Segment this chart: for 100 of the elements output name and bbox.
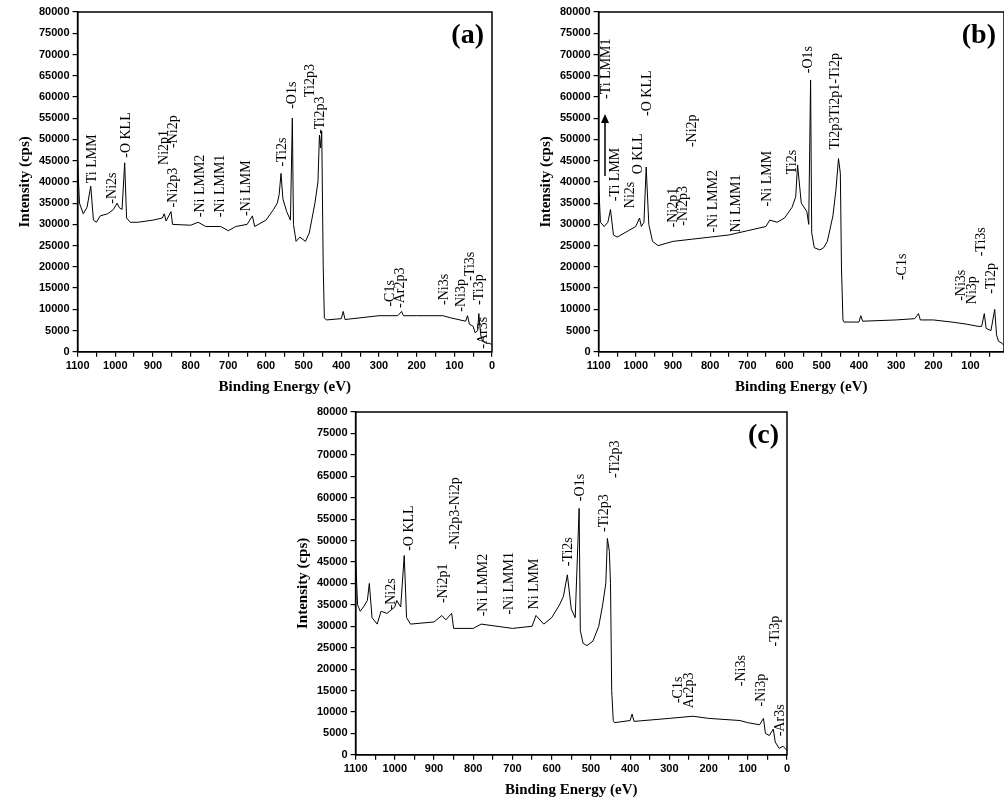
annotation: -O KLL <box>401 505 417 551</box>
y-tick-label: 30000 <box>316 619 348 632</box>
annotation: -Ni LMM2 <box>704 169 720 233</box>
x-axis-title: Binding Energy (eV) <box>735 377 868 395</box>
y-tick-label: 60000 <box>559 89 591 102</box>
y-tick-label: 35000 <box>559 196 591 209</box>
y-tick-label: 40000 <box>38 174 70 187</box>
y-tick-label: 25000 <box>316 640 348 653</box>
annotation: -Ni LMM2 <box>191 154 207 218</box>
y-tick-label: 60000 <box>38 89 70 102</box>
y-tick-label: 0 <box>341 747 348 760</box>
x-tick-label: 700 <box>738 359 757 372</box>
annotation: -O KLL <box>118 112 134 158</box>
annotation: Ni LMM <box>525 557 541 610</box>
annotation: -Ni2p3 <box>165 167 181 208</box>
x-tick-label: 400 <box>849 359 869 372</box>
y-tick-label: 10000 <box>38 302 70 315</box>
annotation: Ti2p3 <box>301 64 317 97</box>
y-axis-title: Intensity (cps) <box>293 537 311 630</box>
annotation: -Ti2p <box>982 263 998 294</box>
y-tick-label: 5000 <box>45 323 70 336</box>
y-tick-label: 35000 <box>316 597 348 610</box>
x-axis-title: Binding Energy (eV) <box>218 377 352 395</box>
x-tick-label: 1000 <box>623 359 649 372</box>
x-tick-label: 500 <box>581 762 601 775</box>
y-tick-label: 65000 <box>316 469 348 482</box>
x-tick-label: 100 <box>961 359 980 372</box>
x-tick-label: 900 <box>663 359 683 372</box>
x-tick-label: 900 <box>143 359 163 372</box>
annotation: -Ni LMM <box>238 159 254 216</box>
x-tick-label: 1100 <box>343 762 368 775</box>
x-tick-label: 200 <box>699 762 718 775</box>
annotation: Ni2s <box>621 181 637 209</box>
x-tick-label: 1000 <box>382 762 408 775</box>
y-tick-label: 30000 <box>38 217 70 230</box>
y-tick-label: 75000 <box>38 26 70 39</box>
y-tick-label: 80000 <box>38 5 70 18</box>
y-tick-label: 65000 <box>38 68 70 81</box>
x-tick-label: 400 <box>620 762 640 775</box>
annotation: -Ti2s <box>559 537 575 567</box>
x-tick-label: 0 <box>783 762 791 775</box>
y-tick-label: 70000 <box>559 47 591 60</box>
chart-title: (c) <box>747 418 779 450</box>
y-tick-label: 40000 <box>316 576 348 589</box>
y-tick-label: 15000 <box>38 281 70 294</box>
y-tick-label: 15000 <box>559 281 591 294</box>
chart-title: (a) <box>451 18 484 50</box>
annotation: -Ni3s <box>732 655 748 687</box>
y-tick-label: 45000 <box>316 555 348 568</box>
y-tick-label: 55000 <box>316 512 348 525</box>
x-axis-title: Binding Energy (eV) <box>505 780 638 798</box>
x-tick-label: 300 <box>369 359 389 372</box>
y-tick-label: 10000 <box>559 302 591 315</box>
x-tick-label: 1100 <box>65 359 90 372</box>
y-tick-label: 45000 <box>559 153 591 166</box>
y-tick-label: 25000 <box>559 238 591 251</box>
annotation: -O KLL <box>639 70 655 116</box>
annotation: -Ni2p3-Ni2p <box>446 477 462 550</box>
y-axis-title: Intensity (cps) <box>15 136 33 228</box>
annotation: -Ti2p3 <box>311 96 327 134</box>
y-tick-label: 40000 <box>559 174 591 187</box>
x-tick-label: 300 <box>660 762 679 775</box>
annotation: -O1s <box>283 81 299 109</box>
y-tick-label: 15000 <box>316 683 348 696</box>
y-tick-label: 5000 <box>323 726 348 739</box>
x-tick-label: 400 <box>332 359 351 372</box>
annotation: -Ni LMM <box>759 150 775 207</box>
annotation: -Ni LMM2 <box>475 553 491 617</box>
y-axis-title: Intensity (cps) <box>536 136 554 228</box>
annotation: -Ni3p <box>453 279 469 312</box>
y-tick-label: 65000 <box>559 68 591 81</box>
annotation: Ti LMM <box>83 133 99 184</box>
annotation: -Ni LMM1 <box>211 154 227 218</box>
x-tick-label: 600 <box>542 762 561 775</box>
x-tick-label: 800 <box>700 359 720 372</box>
y-tick-label: 50000 <box>316 533 348 546</box>
annotation: -Ti3p <box>767 615 783 647</box>
annotation: -Ni2p1 <box>434 563 450 604</box>
y-tick-label: 80000 <box>316 405 348 418</box>
annotation: -Ti2p3 <box>606 440 622 478</box>
y-tick-label: 25000 <box>38 238 70 251</box>
x-tick-label: 500 <box>812 359 831 372</box>
annotation: -Ti2s <box>273 137 289 167</box>
y-tick-label: 20000 <box>38 259 70 272</box>
y-tick-label: 30000 <box>559 217 591 230</box>
x-tick-label: 0 <box>488 359 496 372</box>
annotation: Ni LMM1 <box>727 174 743 233</box>
y-tick-label: 50000 <box>38 132 70 145</box>
y-tick-label: 70000 <box>38 47 70 60</box>
x-tick-label: 200 <box>407 359 426 372</box>
x-tick-label: 1000 <box>103 359 128 372</box>
y-tick-label: 20000 <box>559 259 591 272</box>
annotation: -Ti2p3 <box>595 494 611 532</box>
annotation: -Ti3s <box>973 227 989 257</box>
x-tick-label: 500 <box>294 359 313 372</box>
x-tick-label: 700 <box>503 762 522 775</box>
chart-title: (b) <box>961 18 996 50</box>
annotation: -Ni2s <box>383 578 399 610</box>
annotation: -Ar3s <box>772 704 788 737</box>
y-tick-label: 75000 <box>316 426 348 439</box>
